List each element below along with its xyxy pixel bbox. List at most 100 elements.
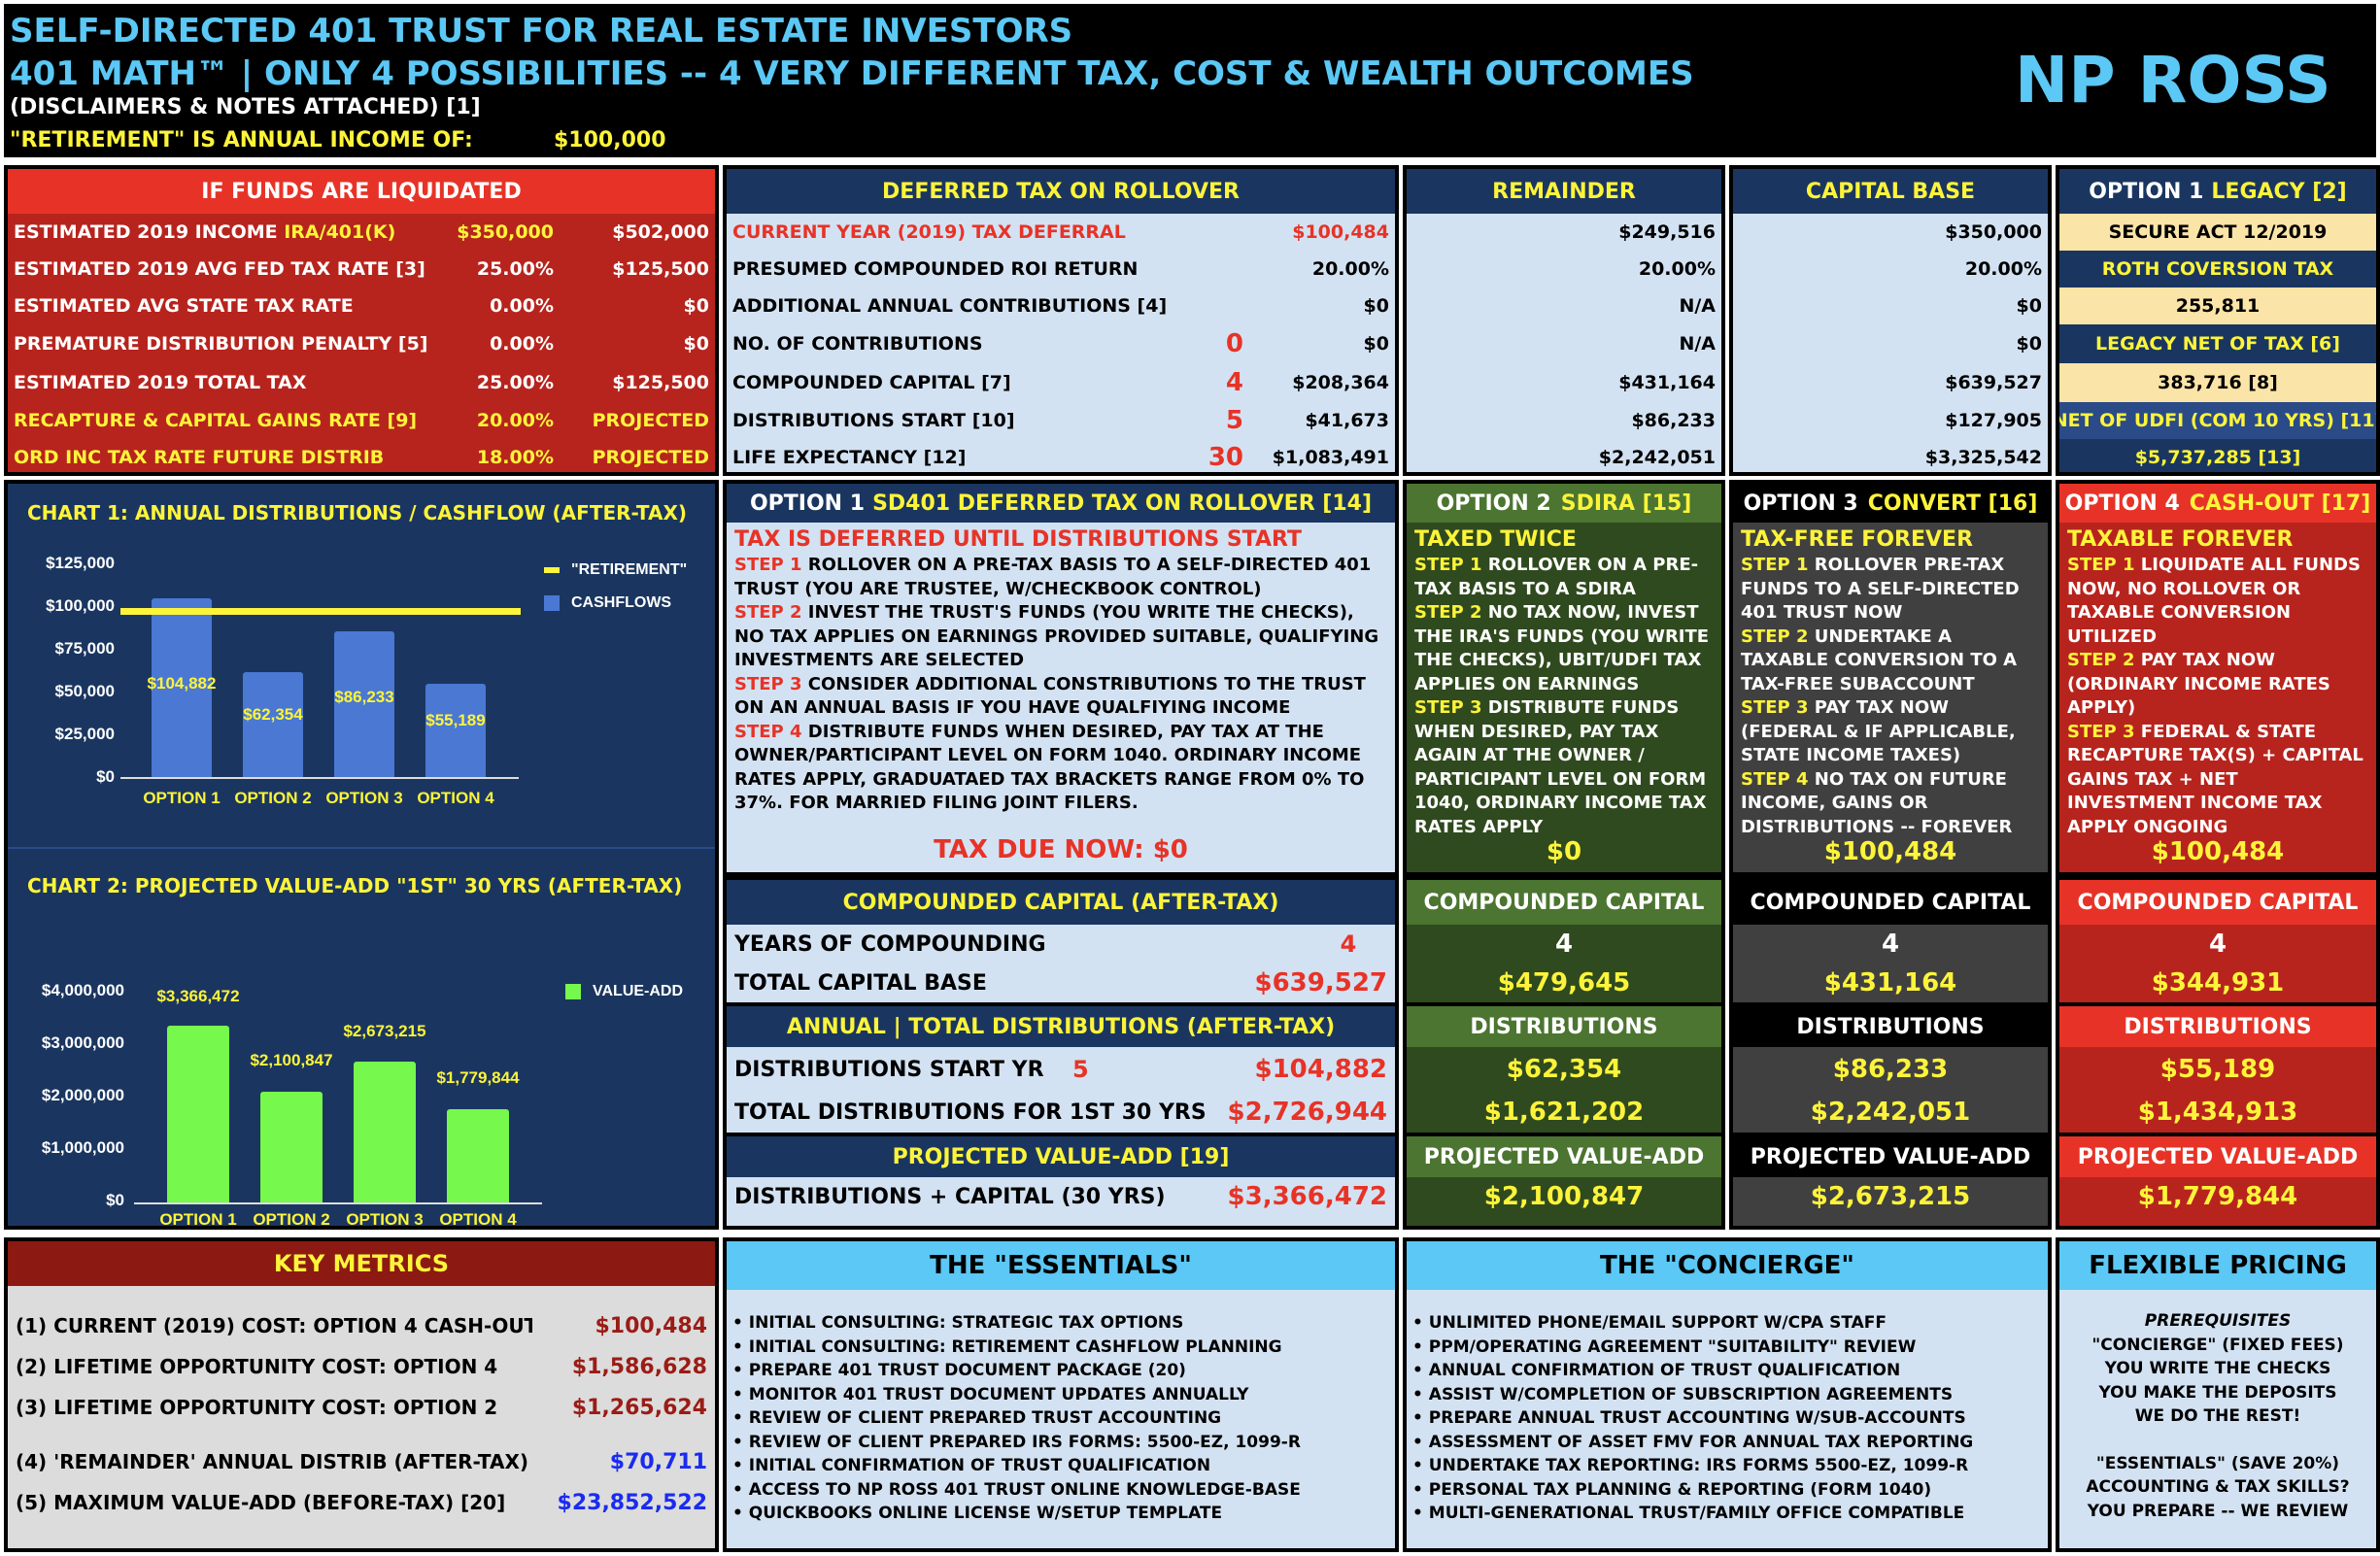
step-label: STEP 3 <box>734 673 802 694</box>
metric-row: (5) MAXIMUM VALUE-ADD (BEFORE-TAX) [20] … <box>8 1482 715 1523</box>
brand-logo: NP ROSS <box>2015 43 2331 118</box>
cc-years: 4 <box>1554 930 1574 959</box>
va-title: PROJECTED VALUE-ADD <box>1733 1133 2048 1177</box>
pricing-line: YOU PREPARE -- WE REVIEW <box>2087 1501 2349 1521</box>
dist-start-label: DISTRIBUTIONS START YR <box>734 1057 1044 1082</box>
metric-label: (1) CURRENT (2019) COST: OPTION 4 CASH-O… <box>16 1314 532 1337</box>
concierge-list: • UNLIMITED PHONE/EMAIL SUPPORT W/CPA ST… <box>1407 1290 2048 1526</box>
option1-results: COMPOUNDED CAPITAL (AFTER-TAX) YEARS OF … <box>723 876 1399 1230</box>
metric-label: (2) LIFETIME OPPORTUNITY COST: OPTION 4 <box>16 1355 498 1378</box>
metric-value: $70,711 <box>609 1449 707 1474</box>
capital-base-value: $639,527 <box>1945 372 2042 393</box>
row-value-2: $125,500 <box>612 372 709 393</box>
option2-body: TAXED TWICE STEP 1 ROLLOVER ON A PRE-TAX… <box>1407 523 1721 843</box>
option4-body: TAXABLE FOREVER STEP 1 LIQUIDATE ALL FUN… <box>2059 523 2376 843</box>
row-value-2: $0 <box>683 333 709 355</box>
legacy-cell: SECURE ACT 12/2019 <box>2059 214 2376 251</box>
va-title: PROJECTED VALUE-ADD <box>1407 1133 1721 1177</box>
chart1-title: CHART 1: ANNUAL DISTRIBUTIONS / CASHFLOW… <box>27 501 688 524</box>
step-label: STEP 2 <box>1741 626 1809 647</box>
disclaimer-link[interactable]: (DISCLAIMERS & NOTES ATTACHED) [1] <box>10 95 481 119</box>
dist-annual: $55,189 <box>2159 1055 2276 1084</box>
value-add-row: DISTRIBUTIONS + CAPITAL (30 YRS) $3,366,… <box>727 1177 1395 1216</box>
retirement-label: "RETIREMENT" IS ANNUAL INCOME OF: <box>10 128 473 152</box>
distributions-title: ANNUAL | TOTAL DISTRIBUTIONS (AFTER-TAX) <box>727 1002 1395 1047</box>
capital-label: TOTAL CAPITAL BASE <box>734 970 987 996</box>
liquidated-row: ESTIMATED AVG STATE TAX RATE 0.00% $0 <box>8 288 715 324</box>
chart2-ytick: $3,000,000 <box>41 1033 124 1052</box>
row-label: RECAPTURE & CAPITAL GAINS RATE [9] <box>14 410 418 431</box>
row-label: ESTIMATED 2019 TOTAL TAX <box>14 372 307 393</box>
row-value-2: $125,500 <box>612 258 709 280</box>
deferred-row: PRESUMED COMPOUNDED ROI RETURN 20.00% <box>727 251 1395 288</box>
liquidated-row: ESTIMATED 2019 TOTAL TAX 25.00% $125,500 <box>8 363 715 402</box>
liquidated-row: ESTIMATED 2019 INCOME IRA/401(K) $350,00… <box>8 214 715 251</box>
list-item: • INITIAL CONSULTING: STRATEGIC TAX OPTI… <box>732 1313 1184 1333</box>
chart1-xtick: OPTION 1 <box>143 789 221 807</box>
liquidated-row: ESTIMATED 2019 AVG FED TAX RATE [3] 25.0… <box>8 251 715 288</box>
metric-value: $1,265,624 <box>571 1395 707 1420</box>
value-add-title: PROJECTED VALUE-ADD [19] <box>727 1133 1395 1177</box>
chart2-bar-option4 <box>447 1109 509 1202</box>
option1-step: STEP 2 INVEST THE TRUST'S FUNDS (YOU WRI… <box>734 601 1387 673</box>
compounded-title: COMPOUNDED CAPITAL (AFTER-TAX) <box>727 880 1395 925</box>
chart1-retirement-line <box>120 608 521 615</box>
legend-label: VALUE-ADD <box>593 983 684 999</box>
cc-title: COMPOUNDED CAPITAL <box>1733 880 2048 925</box>
dist-annual: $86,233 <box>1832 1055 1949 1084</box>
step-text: ROLLOVER ON A PRE-TAX BASIS TO A SDIRA <box>1414 555 1699 599</box>
liquidated-row: RECAPTURE & CAPITAL GAINS RATE [9] 20.00… <box>8 402 715 439</box>
chart1-bar-label: $86,233 <box>334 688 394 706</box>
chart2-title: CHART 2: PROJECTED VALUE-ADD "1ST" 30 YR… <box>27 874 683 897</box>
option2-tax-now: $0 <box>1546 837 1582 866</box>
metric-row: (2) LIFETIME OPPORTUNITY COST: OPTION 4 … <box>8 1346 715 1387</box>
legacy-cell: $5,737,285 [13] <box>2059 439 2376 472</box>
row-value: 20.00% <box>1311 258 1389 280</box>
list-item: • ASSIST W/COMPLETION OF SUBSCRIPTION AG… <box>1412 1384 1954 1404</box>
pricing-body: PREREQUISITES "CONCIERGE" (FIXED FEES) Y… <box>2059 1290 2376 1523</box>
title-line-1: SELF-DIRECTED 401 TRUST FOR REAL ESTATE … <box>10 12 1073 51</box>
row-label: ESTIMATED 2019 INCOME <box>14 221 285 243</box>
chart1-ytick: $25,000 <box>54 725 115 743</box>
dist-total: $1,434,913 <box>2137 1098 2298 1127</box>
metric-value: $23,852,522 <box>557 1490 707 1515</box>
row-label: LIFE EXPECTANCY [12] <box>732 447 967 468</box>
chart1-bar-option2 <box>243 672 303 777</box>
pricing-line: YOU WRITE THE CHECKS <box>2104 1359 2331 1378</box>
row-label: CURRENT YEAR (2019) TAX DEFERRAL <box>732 221 1126 243</box>
option2-title: OPTION 2 SDIRA [15] <box>1407 484 1721 523</box>
option2-step: STEP 3 DISTRIBUTE FUNDS WHEN DESIRED, PA… <box>1414 696 1714 839</box>
list-item: • MULTI-GENERATIONAL TRUST/FAMILY OFFICE… <box>1412 1504 1965 1523</box>
list-item: • REVIEW OF CLIENT PREPARED IRS FORMS: 5… <box>732 1432 1301 1452</box>
row-num: 30 <box>1207 443 1243 472</box>
step-label: STEP 1 <box>734 555 802 575</box>
list-item: • PERSONAL TAX PLANNING & REPORTING (FOR… <box>1412 1479 1932 1500</box>
chart1-ytick: $50,000 <box>54 682 115 700</box>
step-label: STEP 4 <box>1741 768 1809 790</box>
option2-results: COMPOUNDED CAPITAL 4 $479,645 DISTRIBUTI… <box>1403 876 1725 1230</box>
legacy-cell: LEGACY NET OF TAX [6] <box>2059 324 2376 363</box>
row-value-2: $502,000 <box>612 221 709 243</box>
step-label: STEP 1 <box>1414 555 1482 575</box>
option3-title: OPTION 3 CONVERT [16] <box>1733 484 2048 523</box>
chart1-legend-cashflows: CASHFLOWS <box>544 594 671 612</box>
metric-row: (1) CURRENT (2019) COST: OPTION 4 CASH-O… <box>8 1305 715 1346</box>
chart1-bar-label: $104,882 <box>147 674 217 693</box>
cc-years: 4 <box>2208 930 2227 959</box>
option4-title: OPTION 4 CASH-OUT [17] <box>2059 484 2376 523</box>
remainder-value: 20.00% <box>1638 258 1716 280</box>
deferred-panel: DEFERRED TAX ON ROLLOVER CURRENT YEAR (2… <box>723 165 1399 476</box>
title-line-2: 401 MATH™ | ONLY 4 POSSIBILITIES -- 4 VE… <box>10 54 1694 93</box>
cc-value: $344,931 <box>2151 968 2285 998</box>
chart2-bar-label: $1,779,844 <box>436 1068 520 1087</box>
cc-title: COMPOUNDED CAPITAL <box>2059 880 2376 925</box>
row-value: $0 <box>1363 333 1389 355</box>
pricing-line: "ESSENTIALS" (SAVE 20%) <box>2095 1453 2340 1473</box>
list-item: • PREPARE 401 TRUST DOCUMENT PACKAGE (20… <box>732 1361 1186 1380</box>
concierge-panel: THE "CONCIERGE" • UNLIMITED PHONE/EMAIL … <box>1403 1237 2052 1552</box>
option3-step: STEP 4 NO TAX ON FUTURE INCOME, GAINS OR… <box>1741 768 2040 840</box>
years-row: YEARS OF COMPOUNDING 4 <box>727 925 1395 964</box>
chart1-legend-retirement: "RETIREMENT" <box>544 561 687 579</box>
option3-tax-now: $100,484 <box>1823 837 1957 866</box>
option1-step: STEP 1 ROLLOVER ON A PRE-TAX BASIS TO A … <box>734 554 1387 601</box>
